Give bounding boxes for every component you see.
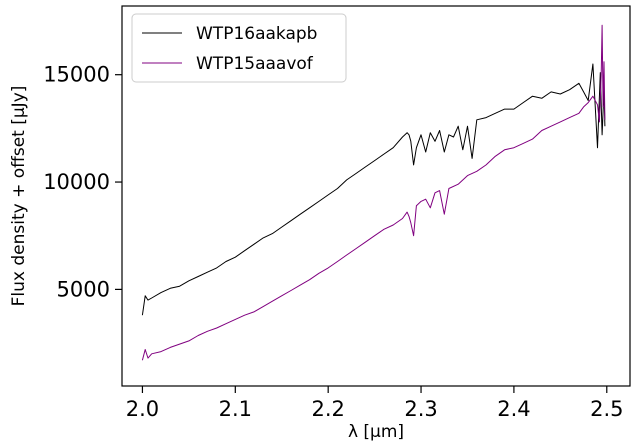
x-axis: 2.0 2.1 2.2 2.3 2.4 2.5 <box>126 386 623 421</box>
x-tick-label: 2.2 <box>311 397 344 421</box>
legend-label-wtp16aakapb: WTP16aakapb <box>196 24 317 44</box>
x-tick-label: 2.0 <box>126 397 159 421</box>
y-axis-label: Flux density + offset [μJy] <box>9 86 29 307</box>
legend: WTP16aakapb WTP15aaavof <box>131 13 347 83</box>
x-tick-label: 2.4 <box>497 397 530 421</box>
x-tick-label: 2.1 <box>219 397 252 421</box>
x-axis-label: λ [μm] <box>348 422 404 442</box>
legend-label-wtp15aaavof: WTP15aaavof <box>196 54 314 74</box>
y-tick-label: 10000 <box>43 170 110 194</box>
x-tick-label: 2.3 <box>404 397 437 421</box>
y-axis: 5000 10000 15000 <box>43 63 122 301</box>
series-line-wtp15aaavof <box>141 24 606 361</box>
y-tick-label: 5000 <box>57 277 110 301</box>
series-line-wtp16aakapb <box>141 63 606 316</box>
series-layer <box>141 24 606 361</box>
x-tick-label: 2.5 <box>590 397 623 421</box>
y-tick-label: 15000 <box>43 63 110 87</box>
legend-box <box>131 13 347 83</box>
